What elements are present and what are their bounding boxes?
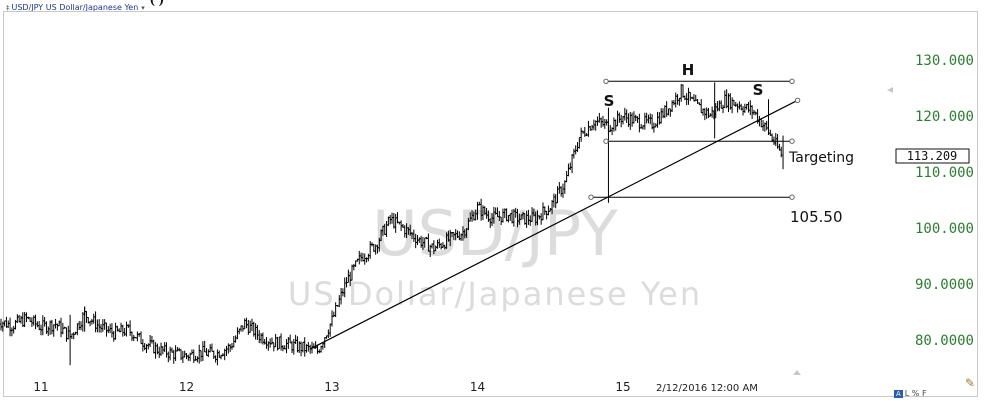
y-tick-label: 100.000 [915,221,974,237]
caret-down-icon[interactable]: ▾ [141,4,145,12]
y-tick-label: 90.0000 [915,277,974,293]
footer-badge-text: L % F [904,389,927,398]
draw-tool-icon[interactable]: ✎ [965,376,976,390]
y-tick-label: 110.000 [915,165,974,181]
trendline-handle [794,97,801,104]
y-tick-label: 130.000 [915,53,974,69]
timestamp: 2/12/2016 12:00 AM [656,383,758,394]
watermark-symbol: USD/JPY [372,197,618,270]
footer-badge-box: A [894,390,903,398]
y-axis: 130.000 120.000 110.000 100.000 90.0000 80.00… [915,53,974,349]
neckline-handle-right [789,138,795,144]
target-level-label: 105.50 [790,208,843,226]
target-level-line-handle-right [789,194,795,200]
head-top-line-handle-right [789,78,795,84]
trendline [309,99,798,350]
partial-heading: ( ) [150,0,164,8]
x-tick-label: 13 [324,380,339,394]
pattern-overlays [309,78,801,350]
x-tick-label: 15 [615,380,630,394]
y-tick-label: 80.0000 [915,333,974,349]
ticker-icon: ‡ [6,4,10,12]
target-value-box [895,148,970,164]
chart-title[interactable]: ‡ USD/JPY US Dollar/Japanese Yen ▾ [6,3,145,12]
head-label: H [682,61,695,79]
target-level-line-handle-left [588,194,594,200]
y-tick-label: 120.000 [915,109,974,125]
x-tick-label: 12 [179,380,194,394]
head-top-line-handle-left [603,78,609,84]
chart-title-text: USD/JPY US Dollar/Japanese Yen [11,3,139,12]
left-shoulder-label: S [604,92,615,110]
x-tick-label: 11 [33,380,48,394]
right-shoulder-label: S [753,81,764,99]
scroll-up-arrow-icon[interactable] [793,370,801,375]
top-strip [0,0,984,6]
watermark-name: US Dollar/Japanese Yen [288,275,702,313]
x-axis: 11 12 13 14 15 [33,380,630,394]
chart-frame [3,11,978,397]
targeting-label: Targeting [788,150,854,166]
ohlc-bars [0,82,784,366]
x-tick-label: 14 [470,380,485,394]
scroll-left-arrow-icon[interactable] [887,87,893,93]
neckline-handle-left [603,138,609,144]
target-value: 113.209 [907,149,958,163]
